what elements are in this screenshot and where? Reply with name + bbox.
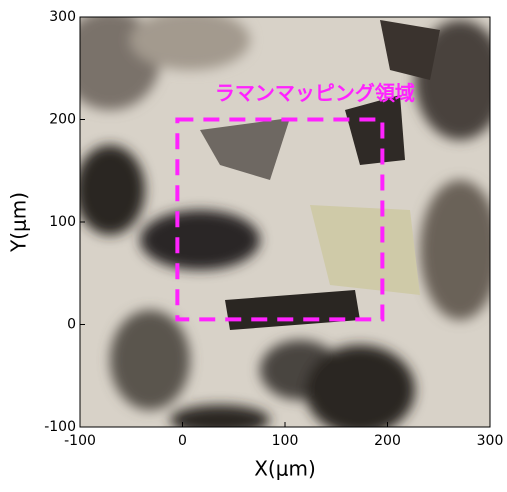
x-tick-label: -100 [64, 433, 96, 449]
x-tick-label: 0 [178, 433, 187, 449]
y-tick-label: 0 [67, 317, 76, 333]
y-tick-label: 300 [49, 9, 76, 25]
y-tick-label: -100 [44, 419, 76, 435]
region-label: ラマンマッピング領域 [215, 81, 415, 105]
y-axis-title: Y(μm) [7, 192, 31, 253]
x-tick-label: 100 [272, 433, 299, 449]
chart: X(μm) Y(μm) -100 0 100 200 300 -100 0 100 200 300… [0, 0, 507, 492]
x-tick-label: 200 [374, 433, 401, 449]
y-tick-label: 200 [49, 112, 76, 128]
x-axis-title: X(μm) [254, 457, 316, 481]
y-tick-label: 100 [49, 214, 76, 230]
micrograph [60, 10, 505, 435]
x-tick-label: 300 [477, 433, 504, 449]
